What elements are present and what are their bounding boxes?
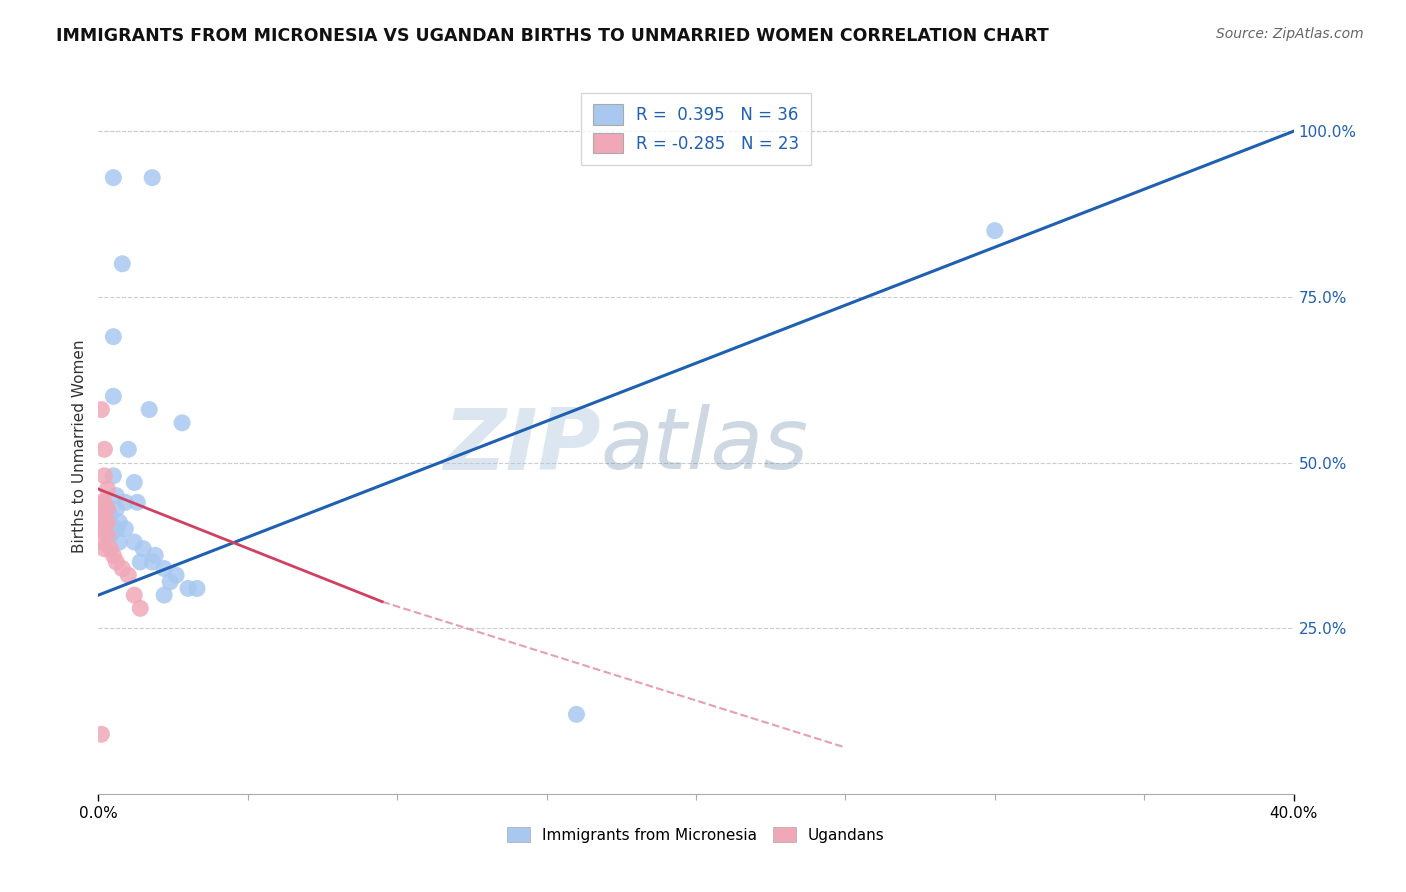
Point — [565, 707, 588, 722]
Point — [90, 508, 112, 523]
Text: atlas: atlas — [600, 404, 808, 488]
Point — [108, 515, 131, 529]
Point — [129, 555, 152, 569]
Point — [165, 568, 187, 582]
Point — [143, 549, 166, 563]
Point — [90, 727, 112, 741]
Point — [172, 416, 194, 430]
Point — [103, 389, 125, 403]
Point — [111, 257, 134, 271]
Point — [96, 522, 118, 536]
Point — [127, 495, 149, 509]
Point — [90, 522, 112, 536]
Point — [96, 515, 118, 529]
Point — [186, 582, 208, 596]
Point — [93, 515, 115, 529]
Point — [98, 541, 122, 556]
Point — [103, 549, 125, 563]
Point — [105, 489, 128, 503]
Point — [93, 468, 115, 483]
Point — [114, 522, 136, 536]
Legend: Immigrants from Micronesia, Ugandans: Immigrants from Micronesia, Ugandans — [501, 821, 891, 849]
Point — [984, 224, 1007, 238]
Point — [141, 170, 163, 185]
Point — [111, 561, 134, 575]
Point — [96, 502, 118, 516]
Point — [124, 475, 146, 490]
Point — [132, 541, 155, 556]
Point — [96, 502, 118, 516]
Point — [105, 555, 128, 569]
Point — [93, 508, 115, 523]
Point — [138, 402, 160, 417]
Point — [93, 495, 115, 509]
Text: Source: ZipAtlas.com: Source: ZipAtlas.com — [1216, 27, 1364, 41]
Point — [105, 522, 128, 536]
Point — [117, 442, 139, 457]
Point — [90, 535, 112, 549]
Point — [90, 402, 112, 417]
Point — [105, 502, 128, 516]
Point — [103, 329, 125, 343]
Point — [124, 588, 146, 602]
Point — [93, 522, 115, 536]
Text: ZIP: ZIP — [443, 404, 600, 488]
Y-axis label: Births to Unmarried Women: Births to Unmarried Women — [72, 339, 87, 553]
Point — [124, 535, 146, 549]
Point — [93, 442, 115, 457]
Point — [90, 495, 112, 509]
Text: IMMIGRANTS FROM MICRONESIA VS UGANDAN BIRTHS TO UNMARRIED WOMEN CORRELATION CHAR: IMMIGRANTS FROM MICRONESIA VS UGANDAN BI… — [56, 27, 1049, 45]
Point — [98, 528, 122, 542]
Point — [93, 541, 115, 556]
Point — [96, 528, 118, 542]
Point — [153, 588, 176, 602]
Point — [96, 482, 118, 496]
Point — [141, 555, 163, 569]
Point — [153, 561, 176, 575]
Point — [117, 568, 139, 582]
Point — [159, 574, 181, 589]
Point — [177, 582, 200, 596]
Point — [114, 495, 136, 509]
Point — [98, 508, 122, 523]
Point — [108, 535, 131, 549]
Point — [103, 170, 125, 185]
Point — [103, 468, 125, 483]
Point — [129, 601, 152, 615]
